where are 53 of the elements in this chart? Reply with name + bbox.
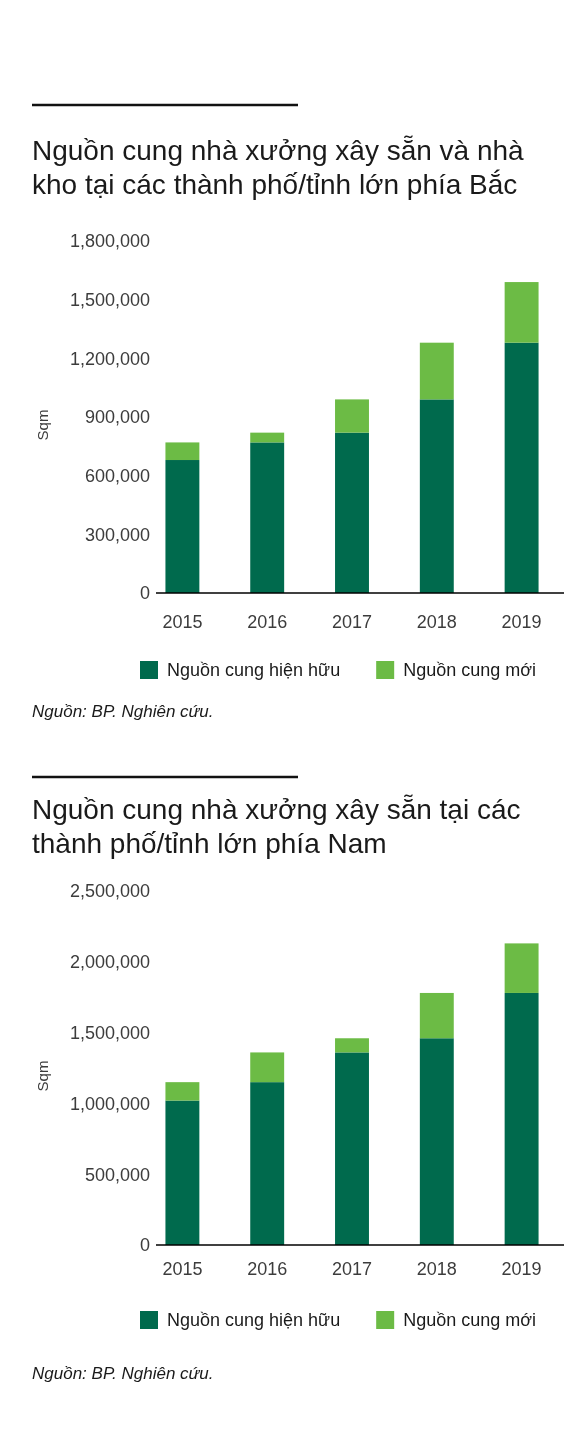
bar bbox=[335, 399, 369, 433]
bar bbox=[165, 1100, 200, 1245]
bar bbox=[335, 1038, 369, 1053]
bar bbox=[419, 1038, 454, 1245]
text: Nguồn: BP. Nghiên cứu. bbox=[32, 1364, 214, 1383]
legend-label: Nguồn cung mới bbox=[403, 660, 537, 680]
bar bbox=[419, 992, 454, 1039]
chart-title: Nguồn cung nhà xưởng xây sẵn tại các thành phố/tỉnh lớn phía Nam bbox=[32, 794, 521, 859]
chart-title: Nguồn cung nhà xưởng xây sẵn và nhà kho tại các thành phố/tỉnh lớn phía Bắc bbox=[32, 135, 525, 200]
bar bbox=[165, 1082, 200, 1101]
y-tick-label: 600,000 bbox=[84, 465, 150, 486]
y-axis-title: Sqm bbox=[34, 409, 52, 441]
bar bbox=[419, 342, 454, 400]
bar bbox=[335, 1052, 369, 1245]
y-tick-label: 1,000,000 bbox=[69, 1093, 150, 1114]
x-tick-label: 2018 bbox=[416, 1259, 457, 1279]
x-tick-label: 2016 bbox=[247, 1259, 288, 1279]
bar bbox=[504, 992, 539, 1245]
text: Nguồn: BP. Nghiên cứu. bbox=[32, 702, 214, 721]
bar bbox=[419, 399, 454, 593]
x-tick-label: 2015 bbox=[162, 612, 203, 632]
x-tick-label: 2015 bbox=[162, 1259, 203, 1279]
bar bbox=[165, 460, 200, 593]
y-tick-label: 300,000 bbox=[84, 524, 150, 545]
y-tick-label: 900,000 bbox=[84, 407, 150, 428]
x-tick-label: 2017 bbox=[331, 1259, 373, 1279]
y-tick-label: 0 bbox=[139, 1235, 150, 1256]
legend-label: Nguồn cung hiện hữu bbox=[167, 660, 341, 680]
bar bbox=[250, 1052, 285, 1083]
y-tick-label: 2,500,000 bbox=[69, 881, 150, 902]
y-tick-label: 2,000,000 bbox=[69, 952, 150, 973]
bar bbox=[250, 442, 285, 593]
x-tick-label: 2018 bbox=[416, 612, 457, 632]
y-tick-label: 1,800,000 bbox=[69, 231, 150, 252]
bar bbox=[335, 432, 369, 593]
legend-label: Nguồn cung mới bbox=[403, 1310, 537, 1330]
y-tick-label: 1,200,000 bbox=[69, 348, 150, 369]
x-tick-label: 2016 bbox=[247, 612, 288, 632]
legend-label: Nguồn cung hiện hữu bbox=[167, 1310, 341, 1330]
y-axis-title: Sqm bbox=[34, 1060, 52, 1092]
y-tick-label: 1,500,000 bbox=[69, 289, 150, 310]
x-tick-label: 2019 bbox=[501, 612, 542, 632]
bar bbox=[504, 342, 539, 593]
y-tick-label: 1,500,000 bbox=[69, 1022, 150, 1043]
bar bbox=[250, 432, 285, 443]
bar bbox=[504, 282, 539, 343]
x-tick-label: 2019 bbox=[501, 1259, 542, 1279]
y-tick-label: 500,000 bbox=[84, 1164, 150, 1185]
x-tick-label: 2017 bbox=[331, 612, 373, 632]
y-tick-label: 0 bbox=[139, 583, 150, 604]
bar bbox=[250, 1082, 285, 1245]
bar bbox=[165, 442, 200, 461]
bar bbox=[504, 943, 539, 993]
